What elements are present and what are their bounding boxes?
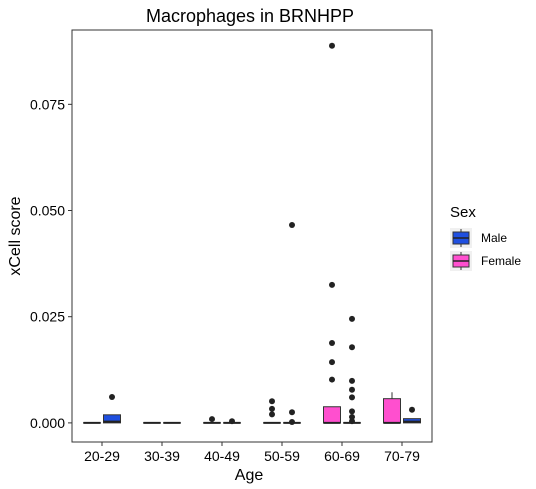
y-tick-label: 0.075 bbox=[30, 96, 65, 112]
y-tick-label: 0.025 bbox=[30, 309, 65, 325]
y-tick-label: 0.050 bbox=[30, 203, 65, 219]
box-group bbox=[383, 392, 401, 424]
outlier-point bbox=[349, 418, 355, 425]
outlier-point bbox=[349, 377, 355, 384]
outlier-point bbox=[329, 281, 335, 288]
outlier-point bbox=[349, 408, 355, 415]
outlier-point bbox=[329, 359, 335, 366]
x-tick-label: 60-69 bbox=[324, 448, 360, 464]
box-group bbox=[203, 416, 221, 424]
box-group bbox=[223, 418, 241, 425]
x-tick-label: 50-59 bbox=[264, 448, 300, 464]
outlier-point bbox=[349, 386, 355, 393]
outlier-point bbox=[349, 394, 355, 401]
outlier-point bbox=[289, 221, 295, 228]
y-tick-label: 0.000 bbox=[30, 415, 65, 431]
box bbox=[103, 414, 121, 424]
outlier-point bbox=[349, 344, 355, 351]
box-group bbox=[323, 42, 341, 424]
outlier-point bbox=[229, 418, 235, 425]
x-tick-label: 20-29 bbox=[84, 448, 120, 464]
plot-panel bbox=[71, 29, 433, 443]
legend-title: Sex bbox=[450, 204, 476, 221]
legend-label: Male bbox=[481, 231, 507, 245]
box bbox=[323, 406, 341, 424]
outlier-point bbox=[269, 398, 275, 405]
outlier-point bbox=[289, 409, 295, 416]
y-axis: 0.000 0.025 0.050 0.075 bbox=[30, 96, 72, 431]
x-axis: 20-29 30-39 40-49 50-59 60-69 70-79 bbox=[84, 442, 420, 464]
outlier-point bbox=[269, 405, 275, 412]
outlier-point bbox=[109, 393, 115, 400]
x-tick-label: 30-39 bbox=[144, 448, 180, 464]
outlier-point bbox=[209, 416, 215, 423]
x-tick-label: 70-79 bbox=[384, 448, 420, 464]
box-group bbox=[103, 393, 121, 424]
outlier-point bbox=[349, 315, 355, 322]
chart-title: Macrophages in BRNHPP bbox=[146, 6, 354, 26]
box bbox=[383, 398, 401, 424]
outlier-point bbox=[329, 42, 335, 49]
box-group bbox=[263, 398, 281, 424]
outlier-point bbox=[289, 419, 295, 426]
box-group bbox=[403, 406, 421, 424]
outlier-point bbox=[329, 376, 335, 383]
box-group bbox=[343, 315, 361, 425]
outlier-point bbox=[329, 340, 335, 347]
outlier-point bbox=[269, 411, 275, 418]
legend: Sex Male Female bbox=[450, 204, 521, 271]
y-axis-title: xCell score bbox=[7, 196, 24, 275]
outlier-point bbox=[349, 413, 355, 420]
x-tick-label: 40-49 bbox=[204, 448, 240, 464]
box-group bbox=[283, 221, 301, 426]
legend-label: Female bbox=[481, 254, 521, 268]
x-axis-title: Age bbox=[235, 467, 264, 484]
chart-marks bbox=[83, 42, 421, 426]
outlier-point bbox=[409, 406, 415, 413]
